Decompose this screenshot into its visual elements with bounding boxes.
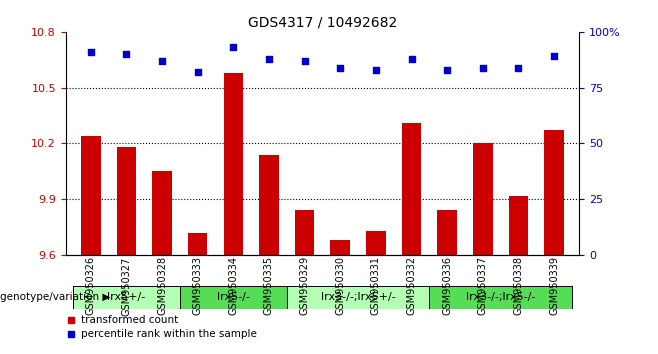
Text: percentile rank within the sample: percentile rank within the sample — [81, 329, 257, 338]
Title: GDS4317 / 10492682: GDS4317 / 10492682 — [248, 15, 397, 29]
Point — [157, 58, 167, 64]
Text: lrx5+/-: lrx5+/- — [107, 292, 145, 302]
Text: GSM950326: GSM950326 — [86, 256, 96, 315]
Text: GSM950331: GSM950331 — [371, 256, 381, 315]
Bar — [188, 233, 207, 255]
Bar — [295, 210, 315, 255]
Point — [86, 49, 96, 55]
Bar — [473, 143, 493, 255]
Bar — [509, 195, 528, 255]
Point — [228, 45, 239, 50]
Point — [549, 53, 559, 59]
Point — [406, 56, 417, 62]
Bar — [259, 155, 279, 255]
Text: GSM950339: GSM950339 — [549, 256, 559, 315]
Text: GSM950333: GSM950333 — [193, 256, 203, 315]
Bar — [116, 147, 136, 255]
Text: GSM950334: GSM950334 — [228, 256, 238, 315]
Point — [478, 65, 488, 70]
Text: GSM950329: GSM950329 — [299, 256, 310, 315]
Point — [335, 65, 345, 70]
Bar — [402, 123, 421, 255]
Bar — [438, 210, 457, 255]
Bar — [366, 231, 386, 255]
Point — [192, 69, 203, 75]
Point — [370, 67, 381, 73]
FancyBboxPatch shape — [429, 286, 572, 309]
Point — [264, 56, 274, 62]
Text: GSM950332: GSM950332 — [407, 256, 417, 315]
Text: lrx5-/-: lrx5-/- — [217, 292, 250, 302]
Text: lrx3-/-;lrx5+/-: lrx3-/-;lrx5+/- — [320, 292, 395, 302]
Point — [442, 67, 453, 73]
Bar — [81, 136, 101, 255]
Bar — [224, 73, 243, 255]
Bar — [152, 171, 172, 255]
Text: GSM950328: GSM950328 — [157, 256, 167, 315]
FancyBboxPatch shape — [287, 286, 429, 309]
Text: genotype/variation ▶: genotype/variation ▶ — [0, 292, 111, 302]
FancyBboxPatch shape — [180, 286, 287, 309]
Text: transformed count: transformed count — [81, 315, 178, 325]
Bar — [544, 130, 564, 255]
Text: GSM950338: GSM950338 — [513, 256, 524, 315]
Text: GSM950335: GSM950335 — [264, 256, 274, 315]
Bar — [330, 240, 350, 255]
Point — [299, 58, 310, 64]
Text: GSM950327: GSM950327 — [121, 256, 132, 316]
FancyBboxPatch shape — [73, 286, 180, 309]
Text: lrx3-/-;lrx5-/-: lrx3-/-;lrx5-/- — [466, 292, 536, 302]
Point — [121, 51, 132, 57]
Text: GSM950336: GSM950336 — [442, 256, 452, 315]
Point — [513, 65, 524, 70]
Text: GSM950337: GSM950337 — [478, 256, 488, 315]
Text: GSM950330: GSM950330 — [335, 256, 345, 315]
